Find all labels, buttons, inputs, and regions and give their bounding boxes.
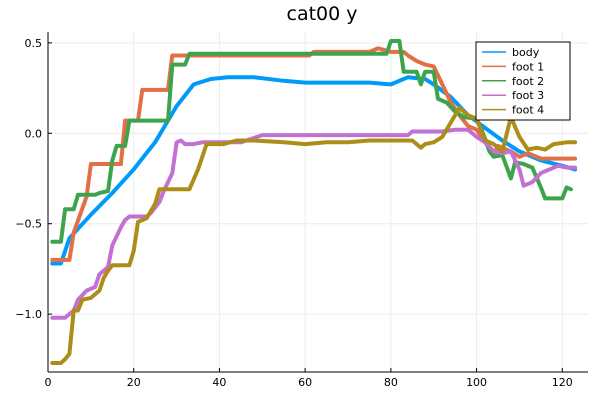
x-tick-label: 0	[45, 376, 52, 389]
x-tick-label: 100	[466, 376, 487, 389]
legend-label: body	[512, 46, 540, 59]
x-tick-label: 60	[298, 376, 312, 389]
chart-title: cat00 y	[287, 3, 358, 25]
axes: 0 20 40 60 80 100 120 −1.0 −0.5 0.0 0.5	[15, 32, 588, 389]
series-line-body	[50, 75, 578, 266]
series-lines	[50, 39, 578, 365]
legend-label: foot 1	[512, 60, 544, 73]
legend-label: foot 4	[512, 104, 544, 117]
legend-label: foot 2	[512, 75, 544, 88]
x-tick-label: 40	[212, 376, 226, 389]
y-tick-label: −0.5	[15, 218, 42, 231]
series-line-foot-4	[50, 106, 578, 365]
legend-label: foot 3	[512, 89, 544, 102]
y-tick-label: −1.0	[15, 308, 42, 321]
x-tick-label: 20	[127, 376, 141, 389]
x-tick-label: 80	[384, 376, 398, 389]
y-tick-label: 0.0	[25, 127, 43, 140]
x-tick-label: 120	[552, 376, 573, 389]
y-tick-label: 0.5	[25, 37, 43, 50]
